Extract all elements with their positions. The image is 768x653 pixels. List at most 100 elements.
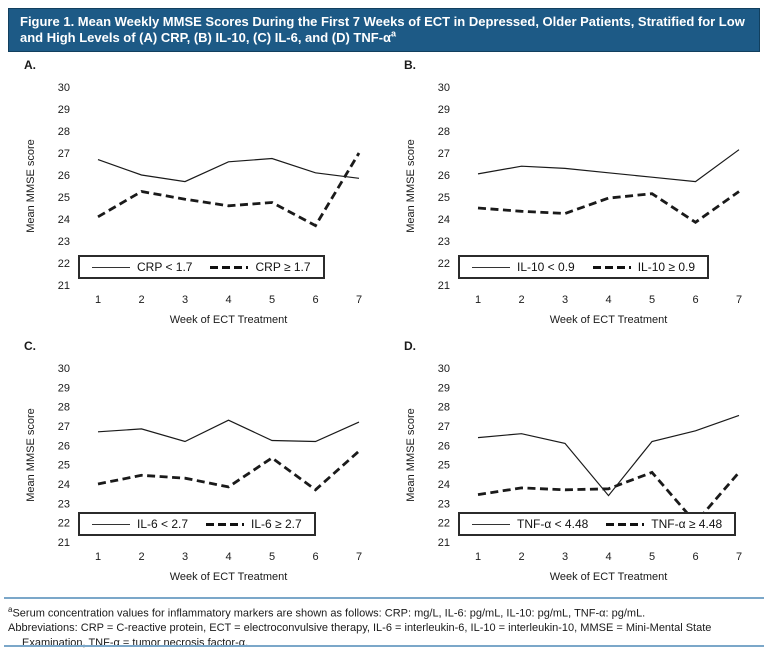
y-tick-label: 29 <box>58 104 70 116</box>
y-tick-label: 28 <box>58 126 70 138</box>
y-tick-label: 24 <box>58 479 70 491</box>
solid-line-swatch <box>472 266 510 268</box>
x-tick-label: 4 <box>225 294 231 306</box>
x-tick-label: 7 <box>356 551 362 563</box>
y-tick-label: 21 <box>438 280 450 292</box>
dashed-data-line <box>97 152 361 228</box>
y-tick-label: 27 <box>58 421 70 433</box>
dashed-line-swatch <box>210 265 249 269</box>
dashed-line-swatch <box>606 522 645 526</box>
panel-label-a: A. <box>24 58 36 72</box>
footnote-serum-note: aSerum concentration values for inflamma… <box>8 603 760 621</box>
legend-tnf: TNF-α < 4.48 TNF-α ≥ 4.48 <box>458 512 737 536</box>
x-tick-label: 6 <box>312 551 318 563</box>
x-tick-label: 2 <box>138 551 144 563</box>
chart-panel-b: 30 29 28 27 26 25 24 23 22 21 1 2 3 4 5 6 7 Mean MMSE sco… <box>388 55 764 335</box>
footnote-line-1: Serum concentration values for inflammat… <box>12 607 646 620</box>
x-tick-label: 2 <box>518 294 524 306</box>
y-tick-label: 28 <box>58 402 70 414</box>
y-tick-label: 23 <box>438 498 450 510</box>
x-tick-label: 5 <box>649 294 655 306</box>
x-tick-label: 4 <box>605 551 611 563</box>
y-axis-title: Mean MMSE score <box>405 139 417 233</box>
y-tick-label: 22 <box>438 518 450 530</box>
solid-data-line <box>477 149 740 183</box>
chart-panel-c: 30 29 28 27 26 25 24 23 22 21 1 2 3 4 5 6 7 Mean MMSE sco… <box>8 336 384 592</box>
y-tick-label: 30 <box>58 82 70 94</box>
y-tick-label: 21 <box>58 280 70 292</box>
figure-title-bar: Figure 1. Mean Weekly MMSE Scores During… <box>8 8 760 52</box>
legend-entry-high: IL-6 ≥ 2.7 <box>206 517 302 531</box>
bottom-divider <box>4 645 764 647</box>
y-tick-label: 26 <box>438 440 450 452</box>
y-tick-label: 23 <box>58 498 70 510</box>
x-tick-label: 4 <box>225 551 231 563</box>
legend-entry-low: IL-10 < 0.9 <box>472 260 575 274</box>
dashed-line-swatch <box>206 522 245 526</box>
footnote-superscript: a <box>8 605 13 614</box>
y-tick-label: 24 <box>58 214 70 226</box>
legend-entry-low: CRP < 1.7 <box>92 260 192 274</box>
dashed-data-line <box>477 190 740 224</box>
x-axis-title: Week of ECT Treatment <box>170 571 288 583</box>
panel-label-d: D. <box>404 339 416 353</box>
y-tick-label: 23 <box>438 236 450 248</box>
legend-entry-high: IL-10 ≥ 0.9 <box>592 260 696 274</box>
y-tick-label: 24 <box>438 479 450 491</box>
x-axis-title: Week of ECT Treatment <box>550 571 668 583</box>
solid-line-swatch <box>92 523 130 525</box>
x-tick-label: 2 <box>138 294 144 306</box>
solid-data-line <box>477 414 740 497</box>
x-tick-label: 1 <box>475 294 481 306</box>
y-tick-label: 25 <box>438 192 450 204</box>
panel-label-b: B. <box>404 58 416 72</box>
x-tick-label: 7 <box>356 294 362 306</box>
x-axis-title: Week of ECT Treatment <box>170 314 288 326</box>
x-tick-label: 6 <box>692 551 698 563</box>
figure-title: Figure 1. Mean Weekly MMSE Scores During… <box>20 14 745 45</box>
y-tick-label: 25 <box>58 460 70 472</box>
legend-il6: IL-6 < 2.7 IL-6 ≥ 2.7 <box>78 512 316 536</box>
x-tick-label: 2 <box>518 551 524 563</box>
y-tick-label: 28 <box>438 126 450 138</box>
solid-line-swatch <box>92 266 130 268</box>
y-tick-label: 30 <box>438 363 450 375</box>
y-tick-label: 21 <box>438 537 450 549</box>
x-tick-label: 3 <box>562 294 568 306</box>
solid-line-swatch <box>472 523 510 525</box>
y-tick-label: 29 <box>438 104 450 116</box>
legend-label-low: TNF-α < 4.48 <box>517 517 589 531</box>
legend-label-low: IL-10 < 0.9 <box>517 260 575 274</box>
footnote: aSerum concentration values for inflamma… <box>4 597 764 650</box>
figure-title-superscript: a <box>391 28 397 39</box>
dashed-data-line <box>97 450 360 492</box>
chart-panel-a: 30 29 28 27 26 25 24 23 22 21 1 2 3 4 5 6 7 Mean MMSE sco… <box>8 55 384 335</box>
y-tick-label: 30 <box>58 363 70 375</box>
legend-label-low: IL-6 < 2.7 <box>137 517 189 531</box>
y-tick-label: 26 <box>58 440 70 452</box>
legend-label-high: IL-10 ≥ 0.9 <box>637 260 696 274</box>
y-tick-label: 23 <box>58 236 70 248</box>
dashed-line-swatch <box>592 265 631 269</box>
legend-label-high: IL-6 ≥ 2.7 <box>251 517 302 531</box>
x-tick-label: 1 <box>475 551 481 563</box>
legend-label-high: CRP ≥ 1.7 <box>255 260 311 274</box>
y-axis-title: Mean MMSE score <box>25 408 37 502</box>
legend-crp: CRP < 1.7 CRP ≥ 1.7 <box>78 255 325 279</box>
legend-entry-high: TNF-α ≥ 4.48 <box>606 517 722 531</box>
y-axis-title: Mean MMSE score <box>25 139 37 233</box>
x-tick-label: 3 <box>182 551 188 563</box>
panel-label-c: C. <box>24 339 36 353</box>
y-tick-label: 26 <box>58 170 70 182</box>
legend-entry-low: TNF-α < 4.48 <box>472 517 588 531</box>
y-tick-label: 29 <box>438 382 450 394</box>
y-tick-label: 27 <box>438 421 450 433</box>
x-tick-label: 4 <box>605 294 611 306</box>
y-tick-label: 27 <box>438 148 450 160</box>
x-tick-label: 6 <box>692 294 698 306</box>
y-tick-label: 30 <box>438 82 450 94</box>
